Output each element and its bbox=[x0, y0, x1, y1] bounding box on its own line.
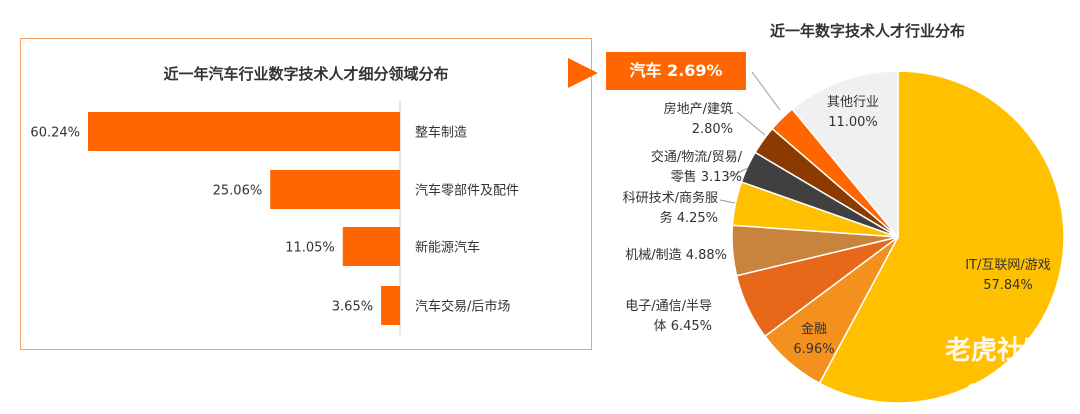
bar bbox=[381, 286, 400, 325]
bar-chart-panel: 近一年汽车行业数字技术人才细分领域分布 bbox=[20, 38, 592, 350]
label-transport: 交通/物流/贸易/ bbox=[651, 149, 743, 165]
label-finance: 金融 bbox=[801, 321, 827, 337]
watermark-sub: @同道猎聘 bbox=[965, 380, 1055, 401]
bar bbox=[88, 112, 400, 151]
bar-category-label: 汽车交易/后市场 bbox=[415, 299, 510, 315]
bar-value-label: 11.05% bbox=[285, 241, 335, 256]
pie-slice bbox=[791, 70, 899, 240]
label-transport: 零售 3.13% bbox=[671, 169, 742, 185]
label-electronics: 体 6.45% bbox=[654, 319, 712, 334]
label-other: 其他行业 bbox=[827, 95, 879, 110]
bar-category-label: 新能源汽车 bbox=[415, 240, 480, 256]
bar-chart-title: 近一年汽车行业数字技术人才细分领域分布 bbox=[163, 65, 449, 83]
label-machinery: 机械/制造 4.88% bbox=[625, 248, 727, 263]
label-finance: 6.96% bbox=[793, 342, 834, 357]
label-realestate: 2.80% bbox=[692, 122, 733, 137]
pointer-arrow bbox=[568, 58, 598, 88]
bar-value-label: 60.24% bbox=[30, 126, 80, 141]
leader-line bbox=[736, 111, 766, 136]
highlight-label: 汽车 2.69% bbox=[606, 52, 746, 90]
label-other: 11.00% bbox=[828, 115, 878, 130]
bar bbox=[270, 170, 400, 209]
label-research: 科研技术/商务服 bbox=[623, 190, 718, 206]
watermark-logo: 老虎社区 bbox=[945, 336, 1050, 366]
leader-line bbox=[751, 71, 781, 111]
leader-line bbox=[726, 167, 749, 179]
pie-slice bbox=[818, 70, 1065, 404]
pie-chart-title: 近一年数字技术人才行业分布 bbox=[770, 22, 966, 40]
bar bbox=[342, 227, 400, 266]
bar-category-label: 汽车零部件及配件 bbox=[415, 183, 519, 199]
label-it: IT/互联网/游戏 bbox=[965, 258, 1051, 273]
bar-value-label: 3.65% bbox=[332, 300, 373, 315]
label-it: 57.84% bbox=[983, 278, 1033, 293]
bar-value-label: 25.06% bbox=[213, 184, 263, 199]
bar-category-label: 整车制造 bbox=[415, 125, 467, 141]
label-realestate: 房地产/建筑 bbox=[664, 101, 733, 117]
label-electronics: 电子/通信/半导 bbox=[625, 299, 712, 314]
label-research: 务 4.25% bbox=[660, 210, 718, 226]
leader-line bbox=[719, 199, 736, 204]
